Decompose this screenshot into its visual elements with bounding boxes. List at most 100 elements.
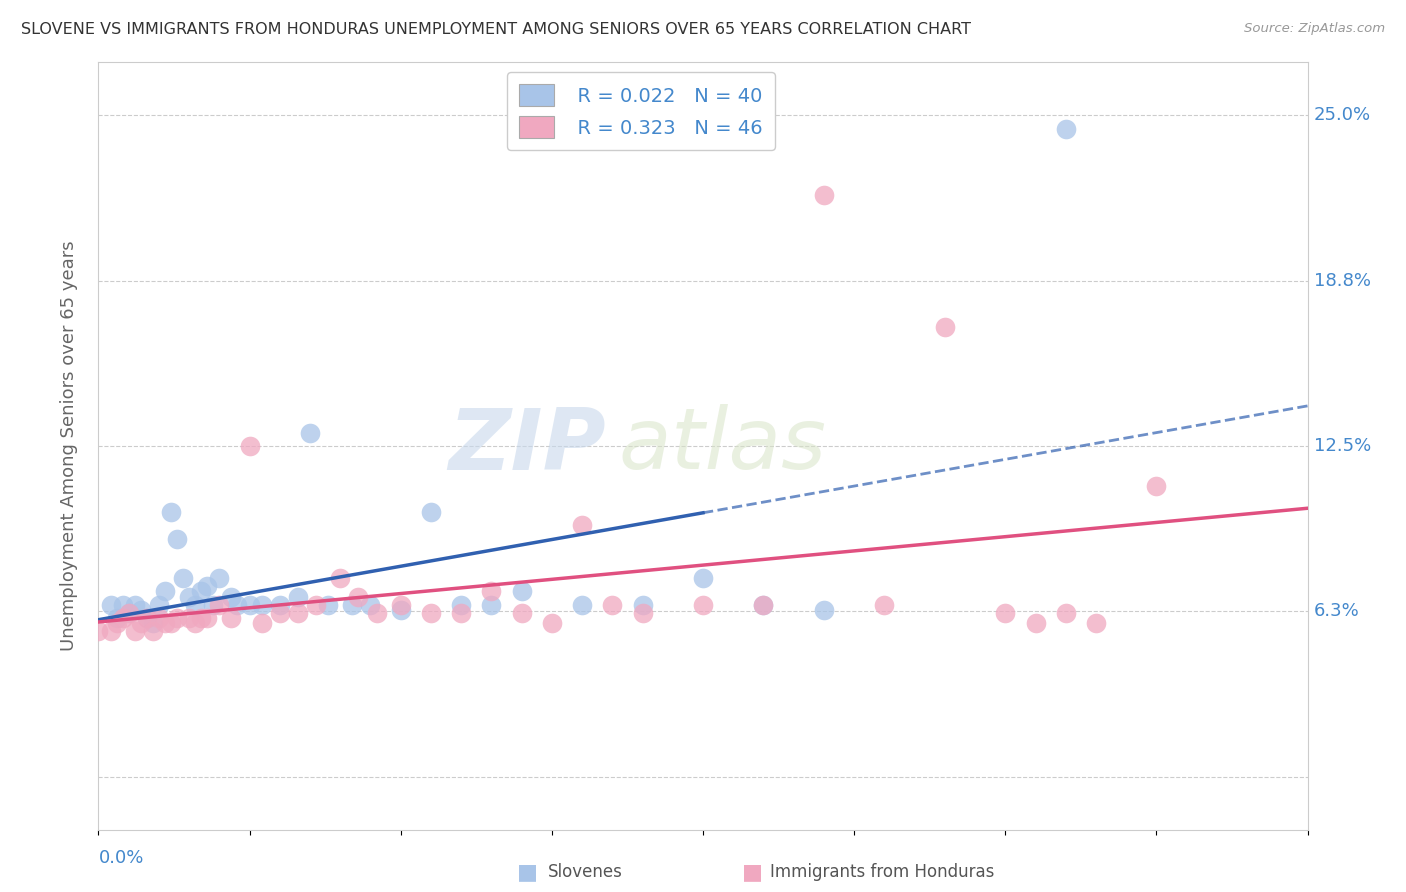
Point bbox=[481, 584, 503, 599]
Point bbox=[510, 606, 533, 620]
Text: ■: ■ bbox=[742, 863, 762, 882]
Point bbox=[129, 616, 152, 631]
Point bbox=[316, 598, 339, 612]
Point bbox=[160, 505, 183, 519]
Point bbox=[299, 425, 322, 440]
Point bbox=[111, 598, 134, 612]
Point bbox=[179, 590, 201, 604]
Point bbox=[1144, 478, 1167, 492]
Text: 18.8%: 18.8% bbox=[1313, 272, 1371, 290]
Point bbox=[287, 606, 309, 620]
Point bbox=[129, 603, 152, 617]
Point bbox=[184, 598, 207, 612]
Y-axis label: Unemployment Among Seniors over 65 years: Unemployment Among Seniors over 65 years bbox=[59, 241, 77, 651]
Point bbox=[420, 505, 443, 519]
Point bbox=[166, 611, 188, 625]
Point bbox=[540, 616, 562, 631]
Point bbox=[100, 624, 122, 639]
Text: SLOVENE VS IMMIGRANTS FROM HONDURAS UNEMPLOYMENT AMONG SENIORS OVER 65 YEARS COR: SLOVENE VS IMMIGRANTS FROM HONDURAS UNEM… bbox=[21, 22, 972, 37]
Point bbox=[135, 611, 157, 625]
Point bbox=[105, 616, 128, 631]
Text: atlas: atlas bbox=[619, 404, 827, 488]
Point bbox=[153, 616, 176, 631]
Point bbox=[389, 603, 412, 617]
Point bbox=[450, 606, 472, 620]
Point bbox=[195, 611, 218, 625]
Point bbox=[813, 187, 835, 202]
Point bbox=[631, 606, 654, 620]
Point bbox=[1054, 606, 1077, 620]
Point bbox=[190, 611, 212, 625]
Point bbox=[148, 611, 170, 625]
Point bbox=[692, 571, 714, 585]
Point bbox=[510, 584, 533, 599]
Point bbox=[602, 598, 624, 612]
Text: 25.0%: 25.0% bbox=[1313, 106, 1371, 124]
Point bbox=[934, 320, 956, 334]
Point bbox=[420, 606, 443, 620]
Point bbox=[269, 598, 291, 612]
Point bbox=[239, 439, 262, 453]
Text: Slovenes: Slovenes bbox=[548, 863, 623, 881]
Text: ZIP: ZIP bbox=[449, 404, 606, 488]
Point bbox=[360, 598, 382, 612]
Text: ■: ■ bbox=[517, 863, 537, 882]
Point bbox=[287, 590, 309, 604]
Point bbox=[450, 598, 472, 612]
Point bbox=[1054, 121, 1077, 136]
Point bbox=[1024, 616, 1046, 631]
Text: 0.0%: 0.0% bbox=[98, 849, 143, 867]
Point bbox=[190, 584, 212, 599]
Text: 6.3%: 6.3% bbox=[1313, 602, 1360, 620]
Legend:   R = 0.022   N = 40,   R = 0.323   N = 46: R = 0.022 N = 40, R = 0.323 N = 46 bbox=[508, 72, 775, 150]
Point bbox=[160, 616, 183, 631]
Point bbox=[752, 598, 775, 612]
Point bbox=[250, 598, 273, 612]
Point bbox=[1085, 616, 1108, 631]
Point bbox=[342, 598, 364, 612]
Point bbox=[389, 598, 412, 612]
Point bbox=[347, 590, 370, 604]
Point bbox=[329, 571, 352, 585]
Point bbox=[142, 624, 165, 639]
Text: Immigrants from Honduras: Immigrants from Honduras bbox=[770, 863, 995, 881]
Point bbox=[269, 606, 291, 620]
Point bbox=[250, 616, 273, 631]
Point bbox=[202, 598, 225, 612]
Point bbox=[221, 611, 243, 625]
Text: Source: ZipAtlas.com: Source: ZipAtlas.com bbox=[1244, 22, 1385, 36]
Point bbox=[239, 598, 262, 612]
Point bbox=[752, 598, 775, 612]
Point bbox=[195, 579, 218, 593]
Point bbox=[135, 611, 157, 625]
Point bbox=[100, 598, 122, 612]
Point bbox=[179, 611, 201, 625]
Point bbox=[105, 611, 128, 625]
Point bbox=[481, 598, 503, 612]
Point bbox=[148, 598, 170, 612]
Point bbox=[124, 624, 146, 639]
Point bbox=[208, 598, 231, 612]
Point bbox=[118, 606, 141, 620]
Point bbox=[631, 598, 654, 612]
Point bbox=[166, 532, 188, 546]
Point bbox=[305, 598, 328, 612]
Point bbox=[226, 598, 249, 612]
Point bbox=[124, 598, 146, 612]
Point bbox=[571, 518, 593, 533]
Point bbox=[87, 624, 110, 639]
Point bbox=[571, 598, 593, 612]
Point bbox=[208, 571, 231, 585]
Point bbox=[184, 616, 207, 631]
Point bbox=[118, 606, 141, 620]
Point bbox=[366, 606, 388, 620]
Point bbox=[221, 590, 243, 604]
Point bbox=[153, 584, 176, 599]
Point bbox=[172, 571, 194, 585]
Point bbox=[994, 606, 1017, 620]
Text: 12.5%: 12.5% bbox=[1313, 437, 1371, 455]
Point bbox=[813, 603, 835, 617]
Point bbox=[111, 611, 134, 625]
Point bbox=[142, 616, 165, 631]
Point bbox=[873, 598, 896, 612]
